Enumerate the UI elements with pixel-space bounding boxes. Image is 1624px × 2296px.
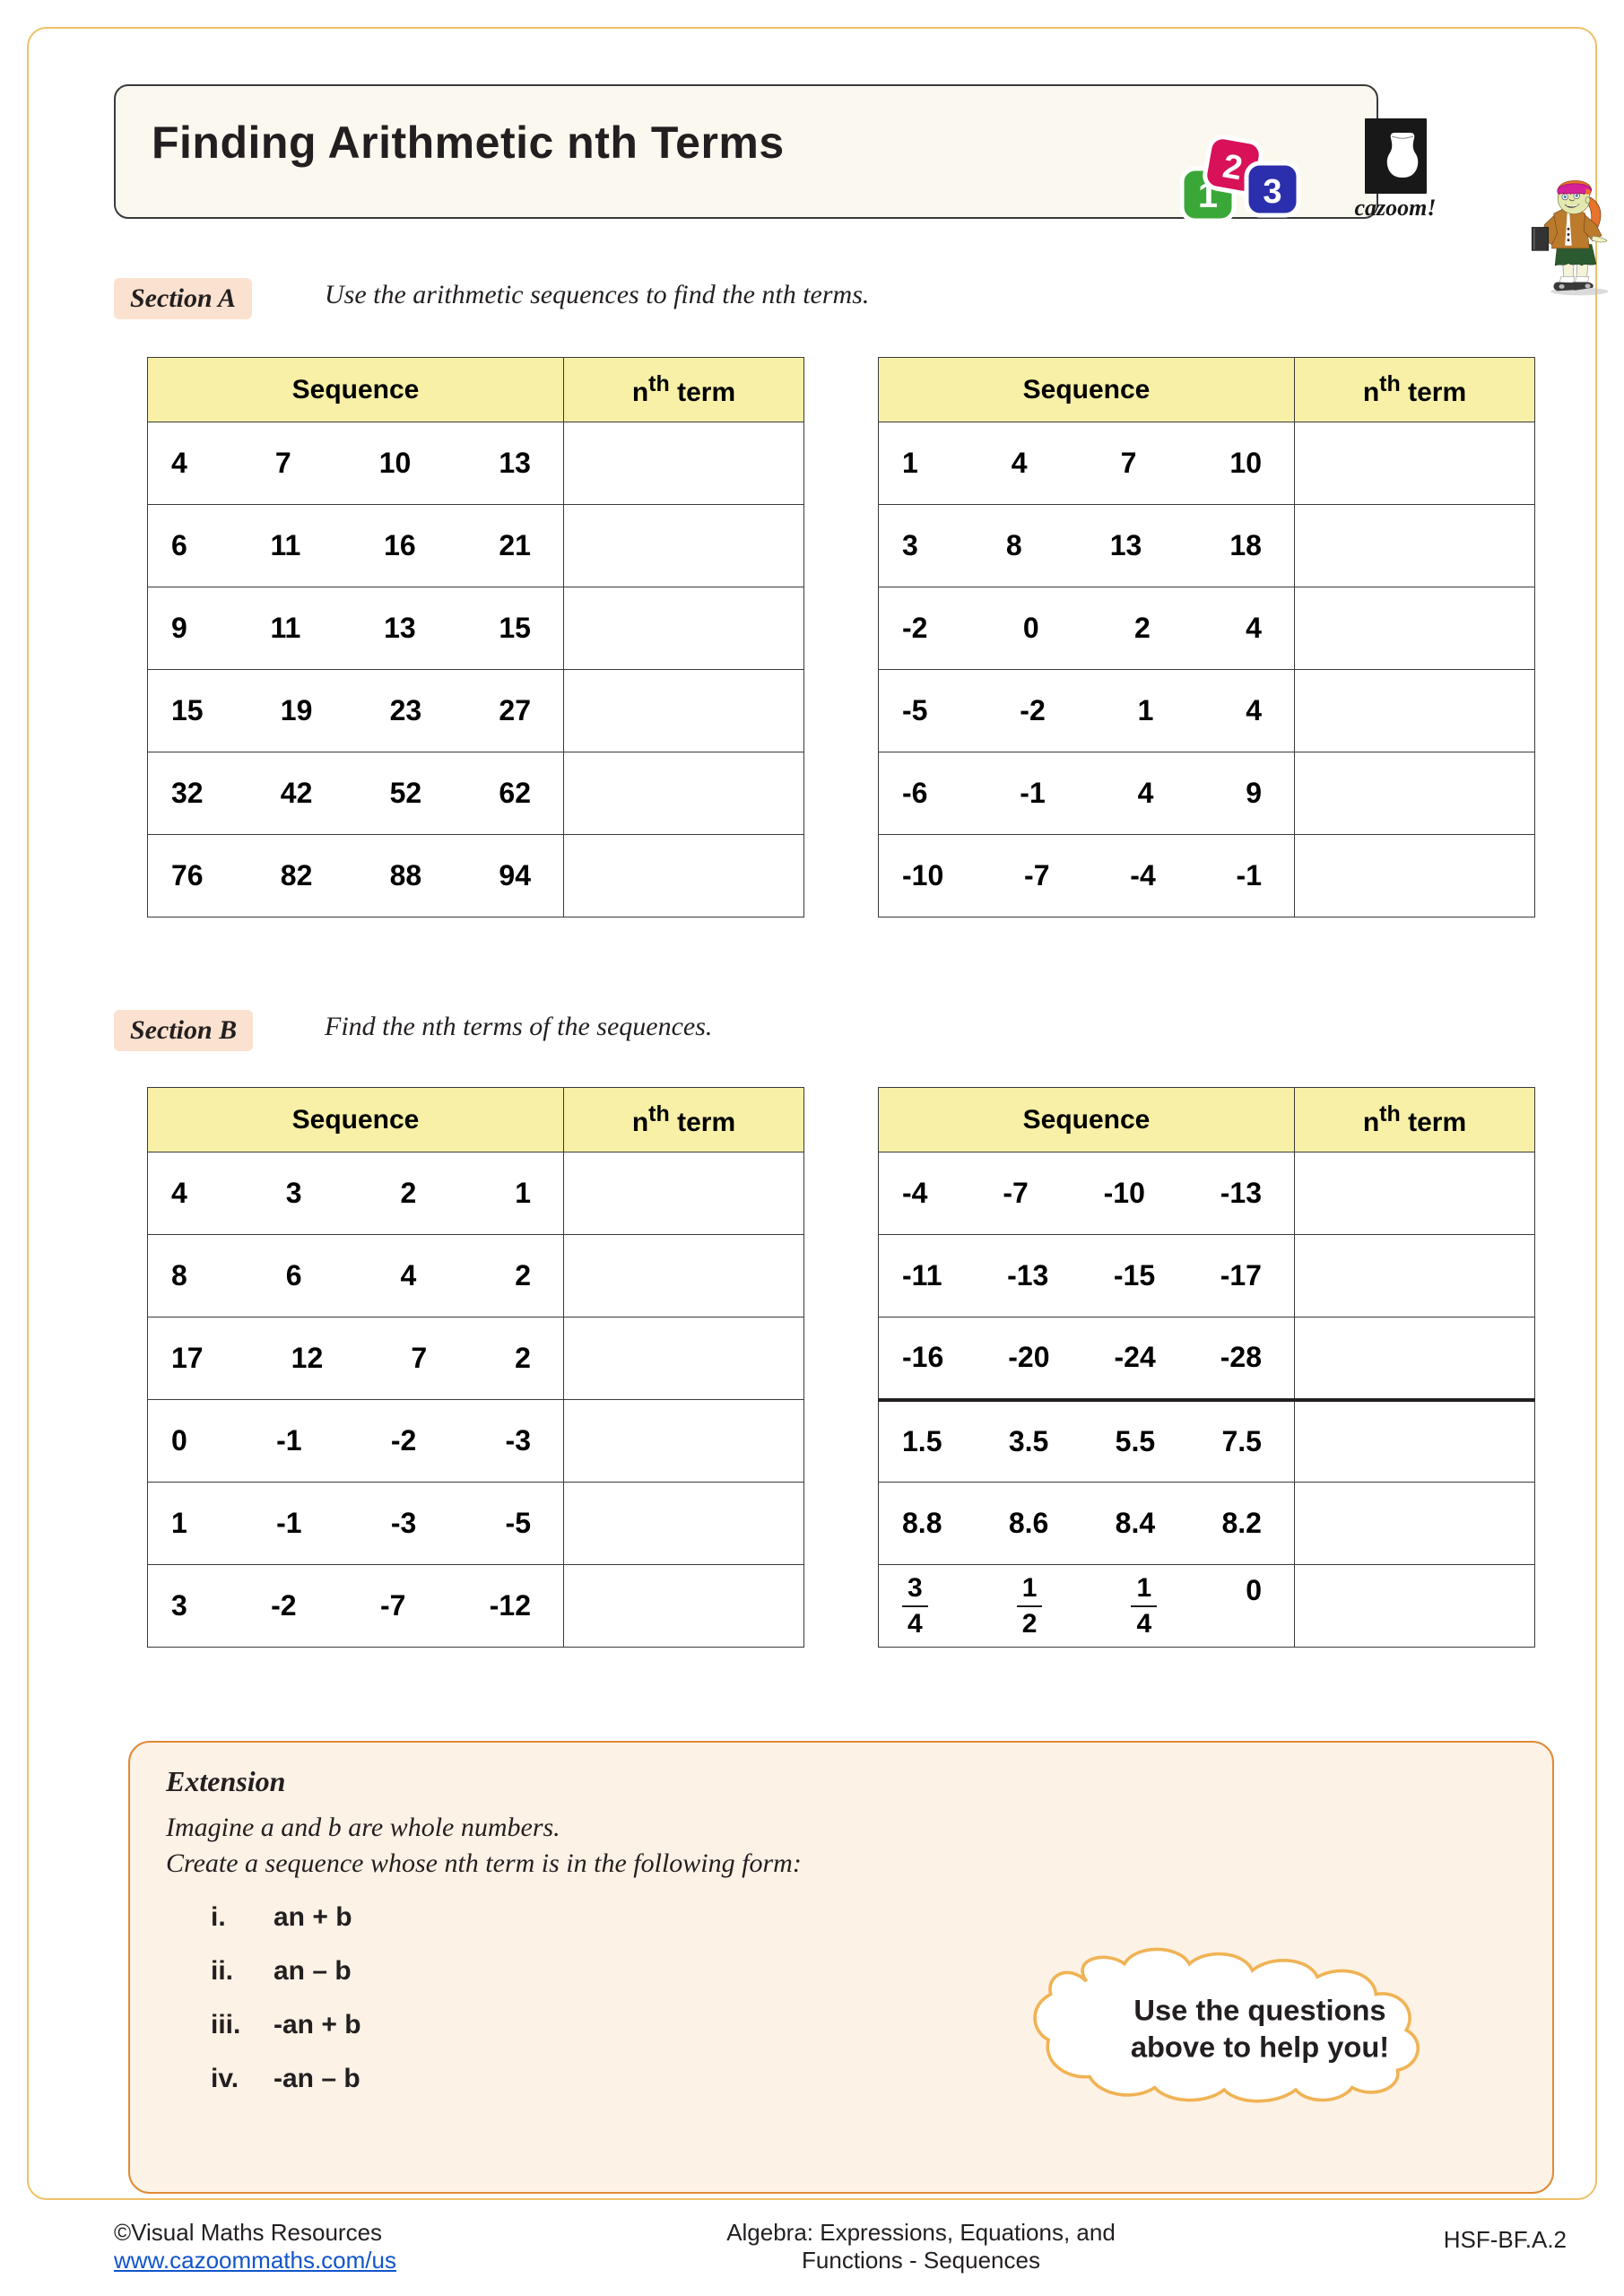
svg-text:Use the questions: Use the questions	[1133, 1994, 1385, 2027]
svg-text:above to help you!: above to help you!	[1131, 2031, 1389, 2064]
svg-text:3: 3	[1263, 173, 1281, 211]
